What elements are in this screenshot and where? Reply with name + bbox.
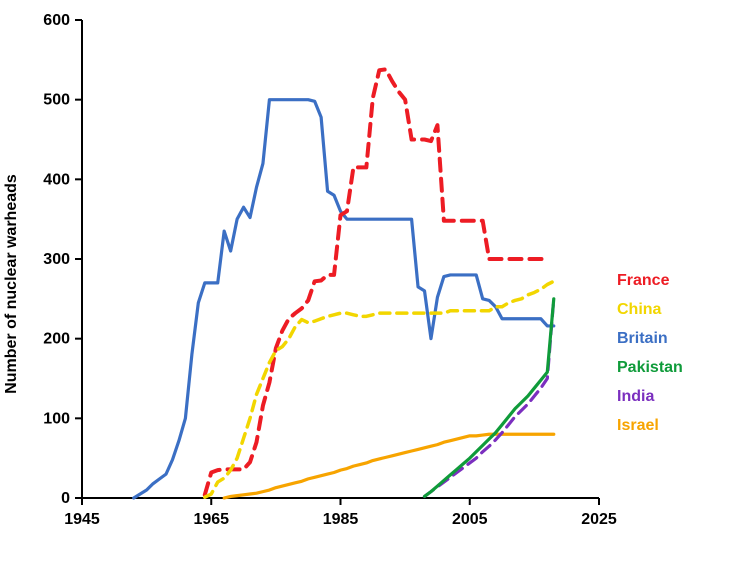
svg-text:100: 100 [43, 410, 70, 427]
series-israel [224, 434, 554, 498]
legend-item-china: China [617, 301, 661, 319]
legend-item-israel: Israel [617, 417, 659, 435]
svg-text:600: 600 [43, 12, 70, 29]
svg-text:200: 200 [43, 331, 70, 348]
legend-item-france: France [617, 272, 669, 290]
legend-item-india: India [617, 388, 654, 406]
series-india [425, 299, 554, 497]
svg-text:2025: 2025 [581, 511, 617, 528]
svg-text:500: 500 [43, 92, 70, 109]
legend-item-britain: Britain [617, 330, 668, 348]
legend-item-pakistan: Pakistan [617, 359, 683, 377]
svg-text:1945: 1945 [64, 511, 100, 528]
svg-text:2005: 2005 [452, 511, 488, 528]
svg-text:300: 300 [43, 251, 70, 268]
series-china [205, 281, 554, 497]
y-axis-label: Number of nuclear warheads [3, 64, 21, 284]
svg-text:400: 400 [43, 171, 70, 188]
svg-text:1965: 1965 [193, 511, 229, 528]
svg-text:1985: 1985 [323, 511, 359, 528]
svg-text:0: 0 [61, 490, 70, 507]
